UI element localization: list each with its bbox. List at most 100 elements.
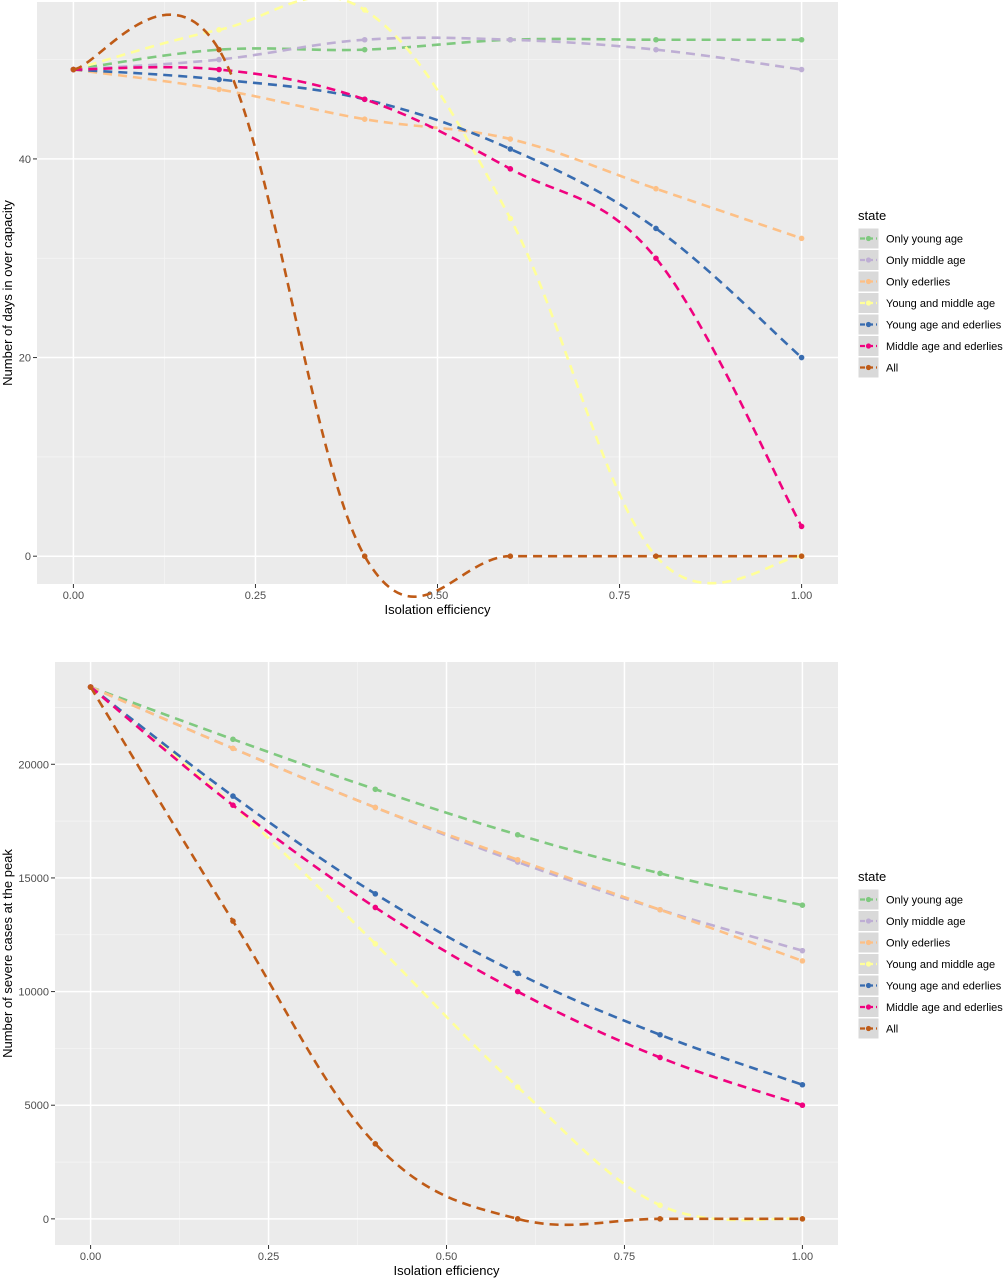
series-line: [73, 68, 803, 359]
data-point: [507, 215, 514, 222]
data-point: [514, 1084, 521, 1090]
data-point: [372, 941, 379, 947]
data-point: [230, 802, 236, 808]
data-point: [216, 27, 222, 33]
data-point: [216, 46, 222, 53]
data-point: [372, 904, 379, 911]
series-line: [73, 68, 803, 240]
legend-key-point: [865, 343, 872, 349]
legend-item: Only young age: [857, 227, 963, 250]
data-point: [230, 745, 236, 752]
x-tick-label: 0.50: [436, 1251, 457, 1263]
x-tick-label: 0.00: [80, 1251, 101, 1263]
legend-item: Only young age: [857, 888, 963, 911]
data-point: [87, 684, 94, 690]
data-point: [361, 7, 368, 13]
data-point: [514, 988, 521, 995]
series-7: [87, 684, 806, 1227]
data-point: [653, 255, 659, 262]
legend-item: Only middle age: [857, 910, 966, 932]
data-point: [798, 36, 805, 43]
data-point: [653, 46, 659, 53]
series-line: [90, 685, 803, 907]
data-point: [507, 146, 514, 152]
data-point: [372, 891, 379, 897]
data-point: [798, 66, 805, 73]
data-point: [799, 947, 806, 954]
legend-label: Young and middle age: [886, 959, 995, 971]
y-tick-label: 5000: [25, 1100, 49, 1112]
data-point: [361, 553, 368, 559]
data-point: [799, 902, 806, 909]
data-point: [372, 804, 379, 811]
legend-item: Middle age and ederlies: [857, 335, 1003, 357]
data-point: [799, 1081, 806, 1088]
data-point: [798, 523, 805, 530]
data-point: [657, 870, 663, 877]
series-line: [90, 685, 803, 963]
data-point: [514, 856, 521, 863]
data-point: [653, 36, 659, 43]
legend-label: All: [886, 1024, 898, 1036]
chart-panel-1: 0.00 0.25 0.50 0.75 1.00 0 20 40 Isolation effic…: [0, 0, 1003, 617]
data-point: [216, 86, 222, 93]
x-tick-label: 0.25: [245, 590, 266, 602]
data-point: [507, 553, 514, 559]
legend-item: All: [857, 356, 898, 379]
data-point: [372, 1141, 379, 1147]
legend-item: All: [857, 1017, 898, 1040]
legend-item: Young and middle age: [857, 953, 995, 975]
data-point: [657, 1031, 663, 1038]
data-point: [216, 76, 222, 83]
data-point: [230, 793, 236, 799]
y-tick-label: 0: [25, 551, 31, 563]
legend-label: Young age and ederlies: [886, 320, 1002, 332]
series-line: [89, 685, 803, 1107]
legend-label: All: [886, 363, 898, 375]
legend-label: Young age and ederlies: [886, 981, 1002, 993]
legend-title: state: [858, 869, 886, 884]
legend-label: Young and middle age: [886, 298, 995, 310]
data-point: [230, 736, 236, 743]
legend-label: Middle age and ederlies: [886, 1002, 1003, 1014]
series-line: [73, 37, 802, 71]
legend-key-point: [865, 918, 872, 924]
series-line: [73, 36, 802, 71]
x-axis-title: Isolation efficiency: [394, 1263, 500, 1278]
legend-label: Only middle age: [886, 255, 966, 267]
legend-key-point: [865, 257, 872, 263]
legend-label: Only young age: [886, 234, 963, 246]
x-tick-label: 0.00: [63, 590, 84, 602]
data-point: [514, 970, 521, 977]
legend-key-point: [865, 1025, 872, 1032]
series-7: [70, 13, 805, 598]
legend-key-point: [865, 278, 872, 285]
series-line: [89, 685, 803, 1222]
legend-item: Young age and ederlies: [857, 974, 1002, 997]
legend-key-point: [865, 364, 872, 371]
data-point: [799, 958, 806, 964]
legend-item: Middle age and ederlies: [857, 996, 1003, 1018]
data-point: [657, 1202, 663, 1209]
y-axis-title: Number of severe cases at the peak: [0, 849, 15, 1058]
data-point: [798, 553, 805, 559]
y-tick-label: 20000: [18, 759, 49, 771]
x-tick-label: 0.75: [614, 1251, 635, 1263]
data-point: [799, 1216, 806, 1222]
x-tick-label: 0.75: [609, 590, 630, 602]
data-point: [507, 36, 514, 43]
legend-key-point: [865, 982, 872, 989]
data-point: [514, 1216, 521, 1222]
data-point: [798, 354, 805, 361]
legend-label: Only middle age: [886, 916, 966, 928]
data-point: [798, 235, 805, 242]
legend-label: Middle age and ederlies: [886, 341, 1003, 353]
legend-key-point: [865, 321, 872, 328]
data-point: [372, 786, 379, 793]
legend-item: Only middle age: [857, 249, 966, 271]
series-line: [73, 65, 803, 528]
y-tick-label: 15000: [18, 873, 49, 885]
legend-item: Young and middle age: [857, 292, 995, 314]
